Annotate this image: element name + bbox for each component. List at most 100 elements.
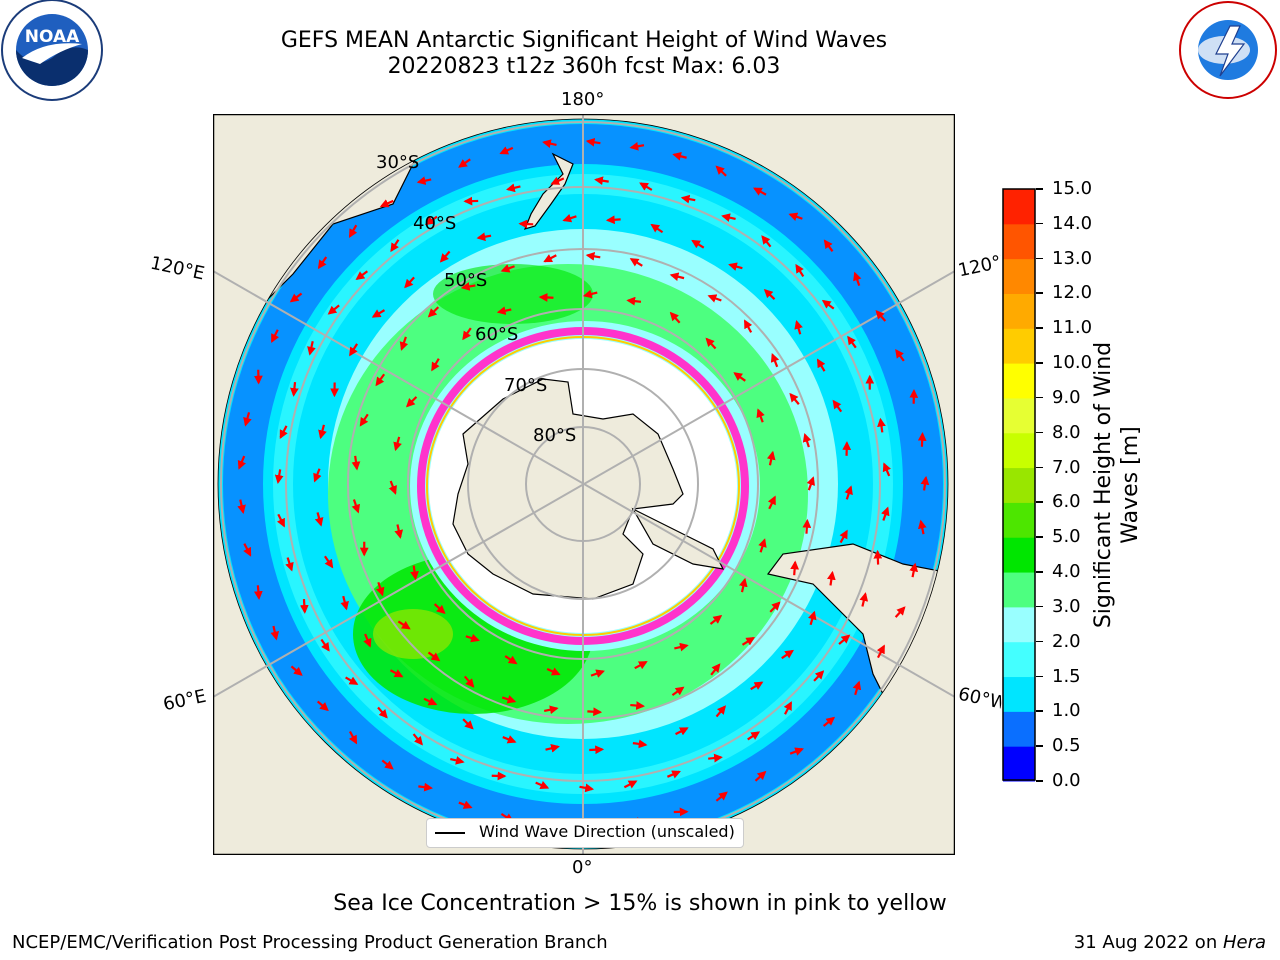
wind-wave-arrow <box>844 485 853 500</box>
wind-wave-arrow <box>739 577 748 593</box>
colorbar-tick <box>1036 466 1043 469</box>
colorbar-tick <box>1036 362 1043 364</box>
footer-producer: NCEP/EMC/Verification Post Processing Pr… <box>12 932 608 953</box>
wind-wave-arrow <box>715 165 727 177</box>
wind-wave-arrow <box>585 251 601 261</box>
chart-title: GEFS MEAN Antarctic Significant Height o… <box>280 28 888 53</box>
wind-wave-arrow <box>462 718 474 730</box>
wind-wave-arrow <box>535 780 550 789</box>
wind-wave-arrow <box>794 320 803 335</box>
wind-wave-arrow <box>500 264 515 273</box>
wind-wave-arrow <box>721 213 736 222</box>
wind-wave-arrow <box>790 560 800 576</box>
wind-wave-arrow <box>859 592 869 607</box>
wind-wave-arrow <box>709 614 723 625</box>
wind-wave-arrow <box>518 219 534 229</box>
wind-wave-arrow <box>630 701 645 710</box>
wind-wave-arrow <box>847 335 857 349</box>
wind-wave-arrow <box>399 336 409 351</box>
colorbar-tick <box>1036 675 1043 678</box>
wind-wave-arrow <box>728 262 743 271</box>
wind-wave-arrow <box>789 392 800 405</box>
wind-wave-arrow <box>589 745 605 755</box>
wind-wave-arrow <box>827 570 836 586</box>
wind-wave-arrow <box>538 293 554 302</box>
wind-wave-arrow <box>753 187 767 196</box>
colorbar-title: Significant Height of Wind Waves [m] <box>1091 341 1143 629</box>
wind-wave-arrow <box>450 756 465 765</box>
colorbar-tick-label: 7.0 <box>1052 456 1081 478</box>
colorbar-segment <box>1003 189 1035 225</box>
colorbar-segment <box>1003 711 1035 747</box>
wind-wave-arrow <box>462 327 472 341</box>
lon-label-60w: 60°W <box>956 683 1004 714</box>
wind-wave-arrow <box>909 562 919 578</box>
wind-wave-arrow <box>394 524 404 539</box>
wind-wave-arrow <box>314 512 324 527</box>
wind-wave-arrow <box>813 670 825 682</box>
wind-wave-arrow <box>253 585 263 600</box>
wind-wave-arrow <box>770 353 780 368</box>
polar-map <box>213 114 955 855</box>
wind-wave-arrow <box>320 638 330 652</box>
lon-label-60e: 60°E <box>161 685 208 716</box>
wind-wave-arrow <box>285 557 294 572</box>
colorbar-tick-label: 11.0 <box>1052 317 1093 339</box>
map-frame <box>213 114 955 855</box>
wind-wave-arrow <box>412 733 423 746</box>
wind-wave-arrow <box>816 358 826 372</box>
wind-wave-arrow <box>465 633 480 643</box>
wind-wave-arrow <box>821 299 835 310</box>
wind-wave-arrow <box>781 649 794 660</box>
colorbar-segment <box>1003 537 1035 573</box>
wind-wave-arrow <box>546 667 561 676</box>
lat-label-80s: 80°S <box>533 425 577 446</box>
wind-wave-arrow <box>758 538 767 553</box>
colorbar-segment <box>1003 606 1035 643</box>
footer-machine: Hera <box>1222 932 1266 953</box>
wind-wave-arrow <box>634 661 648 670</box>
wind-wave-arrow <box>355 270 369 281</box>
wind-wave-arrow <box>504 655 518 665</box>
wind-wave-arrow <box>237 499 246 514</box>
wind-wave-arrow <box>710 663 721 676</box>
wind-wave-arrow <box>317 256 328 270</box>
colorbar-tick-label: 2.0 <box>1052 630 1081 652</box>
wind-wave-arrow <box>307 341 316 356</box>
wind-wave-arrow <box>769 601 781 613</box>
wind-wave-arrow <box>741 636 756 646</box>
graticule <box>213 114 955 855</box>
colorbar-segment <box>1003 676 1035 712</box>
wind-wave-arrow <box>675 727 689 736</box>
wind-wave-arrow <box>707 294 722 303</box>
wind-wave-arrow <box>313 468 322 483</box>
colorbar-tick <box>1036 431 1043 434</box>
wind-wave-arrow <box>375 373 386 387</box>
wind-wave-arrow <box>340 595 349 611</box>
wind-wave-arrow <box>585 137 601 147</box>
wind-wave-arrow <box>496 306 512 315</box>
colorbar-tick-label: 15.0 <box>1052 178 1093 199</box>
colorbar-segment <box>1003 641 1035 678</box>
wind-wave-arrow <box>393 436 402 452</box>
colorbar-segment <box>1003 293 1035 329</box>
wind-wave-arrow <box>379 199 394 208</box>
wind-wave-arrow <box>626 296 642 306</box>
colorbar-tick-label: 5.0 <box>1052 526 1081 548</box>
colorbar-tick-label: 6.0 <box>1052 491 1081 513</box>
wind-wave-arrow <box>371 309 386 318</box>
wind-wave-arrow <box>674 642 689 652</box>
wind-wave-arrow <box>894 606 906 618</box>
colorbar-tick <box>1036 188 1043 190</box>
colorbar-tick-label: 10.0 <box>1052 352 1093 374</box>
wind-wave-arrow <box>397 620 411 630</box>
legend-line-swatch <box>435 832 465 834</box>
wind-wave-arrow <box>542 139 557 148</box>
colorbar-tick <box>1036 640 1043 643</box>
wind-wave-arrow <box>917 432 927 447</box>
sea-ice-caption: Sea Ice Concentration > 15% is shown in … <box>333 891 947 916</box>
wind-wave-arrow <box>876 644 885 659</box>
colorbar-tick-label: 9.0 <box>1052 386 1081 408</box>
wind-wave-arrow <box>545 744 560 753</box>
wind-wave-arrow <box>756 408 765 423</box>
